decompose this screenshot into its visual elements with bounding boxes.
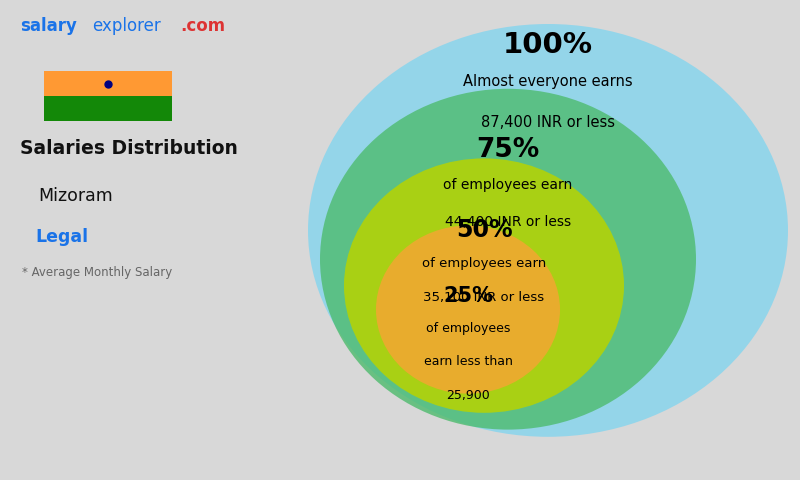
Text: 44,400 INR or less: 44,400 INR or less [445, 215, 571, 228]
Text: 87,400 INR or less: 87,400 INR or less [481, 115, 615, 130]
Text: earn less than: earn less than [423, 355, 513, 368]
Bar [44, 96, 172, 121]
Bar [44, 71, 172, 96]
Ellipse shape [308, 24, 788, 437]
Ellipse shape [376, 226, 560, 394]
Text: explorer: explorer [92, 17, 161, 35]
Text: of employees earn: of employees earn [443, 178, 573, 192]
Text: 35,100 INR or less: 35,100 INR or less [423, 291, 545, 304]
Text: of employees: of employees [426, 322, 510, 335]
Text: Almost everyone earns: Almost everyone earns [463, 74, 633, 89]
Text: 50%: 50% [456, 218, 512, 242]
Text: 75%: 75% [476, 137, 540, 163]
Text: salary: salary [20, 17, 77, 35]
Ellipse shape [320, 89, 696, 430]
Text: Legal: Legal [36, 228, 89, 246]
Text: Salaries Distribution: Salaries Distribution [20, 139, 238, 158]
Text: 25%: 25% [443, 286, 493, 306]
Text: .com: .com [180, 17, 225, 35]
Text: 25,900: 25,900 [446, 389, 490, 402]
Ellipse shape [344, 158, 624, 413]
Text: Mizoram: Mizoram [38, 187, 114, 205]
Text: * Average Monthly Salary: * Average Monthly Salary [22, 266, 173, 279]
Text: of employees earn: of employees earn [422, 257, 546, 270]
Text: 100%: 100% [503, 31, 593, 59]
